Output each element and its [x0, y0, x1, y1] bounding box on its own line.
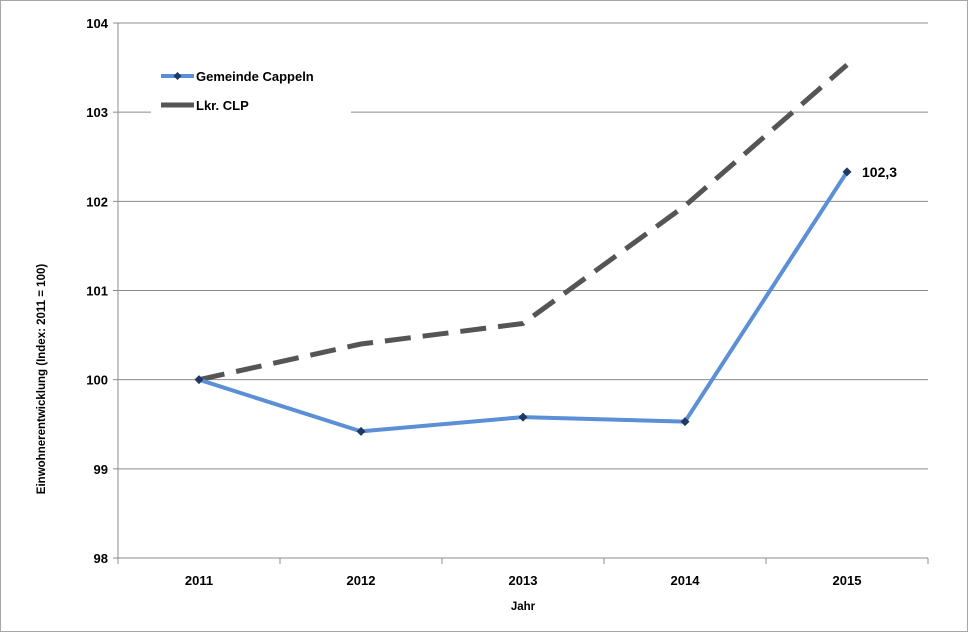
- y-tick-label-100: 100: [86, 373, 108, 388]
- data-label-2015: 102,3: [862, 164, 897, 180]
- y-axis-title: Einwohnerentwicklung (Index: 2011 = 100): [36, 264, 48, 495]
- y-tick-label-101: 101: [86, 284, 108, 299]
- y-tick-label-102: 102: [86, 194, 108, 209]
- marker-gemeinde-cappeln-2014: [680, 417, 690, 427]
- y-tick-label-98: 98: [94, 551, 108, 566]
- series-line-lkr-clp: [198, 63, 849, 383]
- y-tick-label-103: 103: [86, 105, 108, 120]
- x-tick-label-2012: 2012: [347, 573, 376, 588]
- x-tick-label-2013: 2013: [509, 573, 538, 588]
- marker-gemeinde-cappeln-2011: [194, 375, 204, 385]
- data-labels: 102,3: [862, 164, 897, 180]
- legend-label-gemeinde-cappeln: Gemeinde Cappeln: [196, 69, 314, 84]
- legend-background: [151, 59, 351, 135]
- x-axis-title: Jahr: [511, 601, 536, 613]
- axes: 98 99 100 101 102 103 104 2011 2012 2013 2014 2015: [86, 16, 929, 588]
- y-tick-label-99: 99: [94, 462, 108, 477]
- series-markers: [194, 167, 852, 436]
- marker-gemeinde-cappeln-2013: [518, 412, 528, 422]
- x-tick-label-2014: 2014: [671, 573, 701, 588]
- marker-gemeinde-cappeln-2012: [356, 426, 366, 436]
- legend-label-lkr-clp: Lkr. CLP: [196, 98, 249, 113]
- marker-gemeinde-cappeln-2015: [842, 167, 852, 177]
- x-tick-label-2011: 2011: [185, 573, 213, 588]
- y-tick-label-104: 104: [86, 16, 108, 31]
- legend-marker-gemeinde-cappeln: [173, 72, 182, 80]
- legend: Gemeinde Cappeln Lkr. CLP: [151, 59, 351, 135]
- x-tick-label-2015: 2015: [833, 573, 862, 588]
- series-line-gemeinde-cappeln: [198, 170, 849, 434]
